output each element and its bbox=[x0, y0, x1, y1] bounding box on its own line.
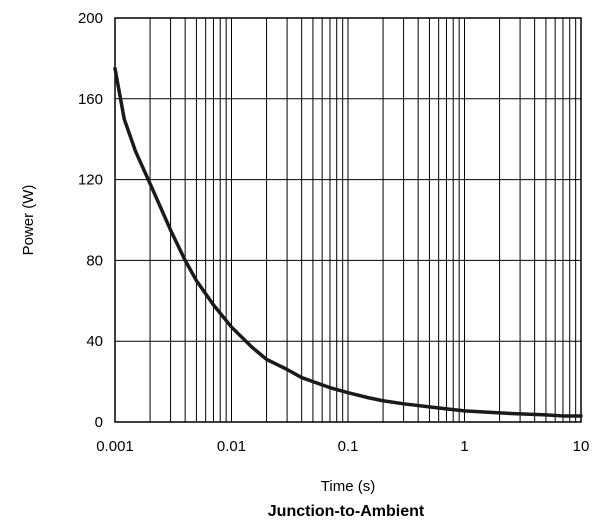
x-tick-label: 0.1 bbox=[338, 438, 359, 455]
y-tick-label: 200 bbox=[78, 10, 103, 27]
chart-caption: Junction-to-Ambient bbox=[268, 503, 425, 520]
y-tick-label: 160 bbox=[78, 91, 103, 108]
y-tick-label: 120 bbox=[78, 172, 103, 189]
plot-area bbox=[114, 17, 582, 423]
y-tick-labels: 0 40 80 120 160 200 bbox=[78, 10, 103, 431]
y-tick-label: 0 bbox=[95, 414, 103, 431]
x-tick-label: 10 bbox=[573, 438, 590, 455]
series-line bbox=[113, 66, 583, 418]
x-tick-labels: 0.001 0.01 0.1 1 10 bbox=[96, 438, 589, 455]
y-tick-label: 40 bbox=[86, 333, 103, 350]
y-axis-label: Power (W) bbox=[20, 185, 37, 256]
x-tick-label: 0.01 bbox=[217, 438, 246, 455]
x-axis-label: Time (s) bbox=[321, 478, 375, 495]
x-tick-label: 0.001 bbox=[96, 438, 134, 455]
x-grid bbox=[114, 18, 577, 422]
x-tick-label: 1 bbox=[460, 438, 468, 455]
series-layer bbox=[113, 66, 583, 418]
y-tick-label: 80 bbox=[86, 252, 103, 269]
